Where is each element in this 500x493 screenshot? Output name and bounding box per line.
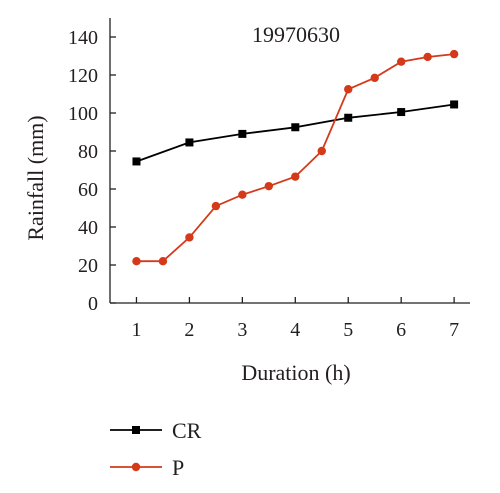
y-tick-label: 120 [68, 65, 98, 87]
series-cr-point [132, 157, 141, 166]
y-tick-label: 40 [78, 217, 98, 239]
series-p-point [423, 52, 432, 62]
series-p-point [211, 201, 221, 211]
series-cr-point [185, 138, 194, 147]
y-tick-label: 0 [88, 293, 98, 315]
x-tick-label: 7 [449, 319, 459, 341]
series-p-point [317, 146, 326, 156]
x-axis-title: Duration (h) [241, 360, 350, 385]
series-p-point [185, 233, 194, 242]
series-cr-point [291, 123, 300, 132]
x-tick-label: 3 [237, 319, 247, 341]
legend-item-p: P [110, 455, 184, 480]
x-tick-label: 6 [396, 319, 406, 341]
series-cr [132, 100, 459, 166]
x-tick-label: 2 [184, 319, 194, 341]
series-p-point [396, 57, 406, 66]
y-tick-label: 140 [68, 27, 98, 49]
series-p [132, 49, 459, 266]
x-tick-label: 4 [290, 319, 300, 341]
series-cr-point [397, 108, 406, 117]
series-cr-point [450, 100, 459, 109]
series-cr-line [136, 103, 455, 163]
series-p-point [264, 181, 274, 191]
series-p-point [238, 190, 247, 199]
series-p-point [291, 172, 300, 181]
series-p-point [158, 257, 168, 266]
legend-label-cr: CR [172, 418, 202, 443]
y-tick-label: 60 [78, 179, 98, 201]
series-p-point [132, 257, 141, 266]
chart-title: 19970630 [252, 22, 340, 47]
legend-item-cr: CR [110, 418, 202, 443]
series-p-point [449, 49, 459, 59]
series-layer [132, 49, 459, 266]
y-tick-label: 20 [78, 255, 98, 277]
series-cr-point [238, 129, 247, 138]
legend-label-p: P [172, 455, 184, 480]
axes: 0 20 40 60 80 100 120 140 1 2 3 4 5 6 7 [68, 18, 470, 341]
series-p-line [136, 53, 455, 263]
legend-marker-cr [132, 426, 140, 434]
y-axis-title: Rainfall (mm) [23, 115, 48, 240]
legend: CR P [110, 418, 202, 480]
x-tick-label: 1 [131, 319, 141, 341]
x-tick-label: 5 [343, 319, 353, 341]
legend-marker-p [131, 462, 141, 472]
series-p-point [370, 73, 379, 83]
series-cr-point [344, 113, 353, 122]
series-p-point [344, 85, 353, 94]
y-tick-label: 80 [78, 141, 98, 163]
y-tick-label: 100 [68, 103, 98, 125]
